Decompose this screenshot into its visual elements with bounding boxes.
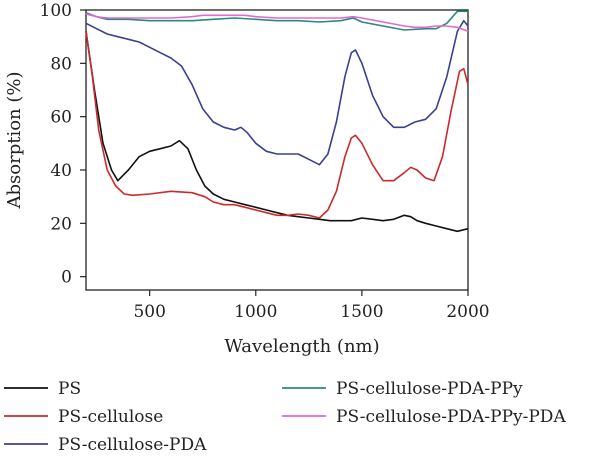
y-tick-label: 100 [40, 1, 72, 21]
legend-label: PS-cellulose-PDA [58, 435, 207, 455]
y-axis-title: Absorption (%) [4, 71, 25, 209]
legend-label: PS-cellulose-PDA-PPy-PDA [336, 407, 566, 427]
series-line-ps-cellulose-pda-ppy-pda [85, 13, 469, 33]
x-axis: 500 1000 1500 2000 [133, 290, 490, 322]
plot-area [85, 9, 469, 291]
y-axis: 0 20 40 60 80 100 [40, 1, 86, 288]
x-tick-label: 2000 [446, 302, 489, 322]
y-tick-label: 0 [61, 268, 72, 288]
plot-frame [85, 9, 469, 291]
series-line-ps-cellulose [85, 31, 469, 219]
x-tick-label: 1500 [340, 302, 383, 322]
x-tick-label: 500 [133, 302, 165, 322]
legend-label: PS [58, 379, 81, 399]
series-line-ps-cellulose-pda [85, 19, 469, 166]
series-lines [85, 10, 469, 233]
legend-label: PS-cellulose [58, 407, 163, 427]
x-axis-title: Wavelength (nm) [224, 336, 379, 357]
y-tick-label: 40 [50, 161, 72, 181]
legend: PS PS-cellulose PS-cellulose-PDA PS-cellulo… [4, 379, 566, 455]
y-tick-label: 20 [50, 214, 72, 234]
y-tick-label: 80 [50, 54, 72, 74]
series-line-ps-cellulose-pda-ppy [85, 10, 468, 31]
legend-label: PS-cellulose-PDA-PPy [336, 379, 523, 399]
series-line-ps [85, 31, 469, 233]
x-tick-label: 1000 [234, 302, 277, 322]
y-tick-label: 60 [50, 108, 72, 128]
